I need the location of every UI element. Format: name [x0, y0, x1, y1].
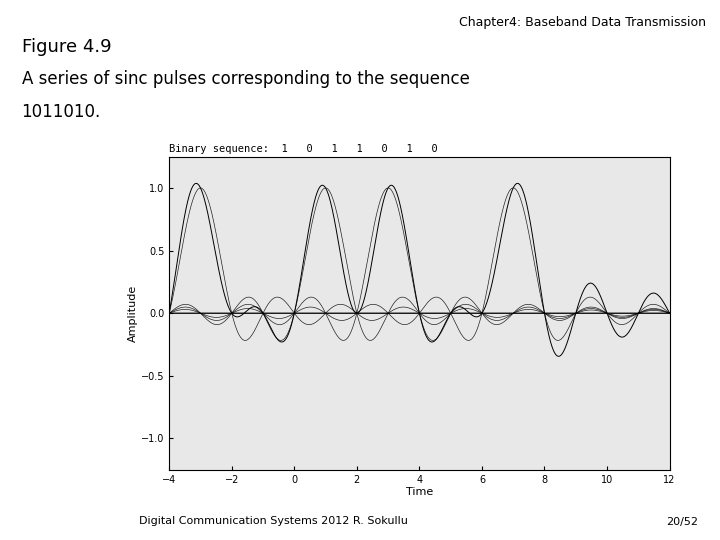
Text: Chapter4: Baseband Data Transmission: Chapter4: Baseband Data Transmission: [459, 16, 706, 29]
Text: 20/52: 20/52: [667, 516, 698, 526]
Text: A series of sinc pulses corresponding to the sequence: A series of sinc pulses corresponding to…: [22, 70, 469, 88]
Y-axis label: Amplitude: Amplitude: [128, 285, 138, 342]
Text: Digital Communication Systems 2012 R. Sokullu: Digital Communication Systems 2012 R. So…: [139, 516, 408, 526]
Text: Binary sequence:  1   0   1   1   0   1   0: Binary sequence: 1 0 1 1 0 1 0: [169, 144, 438, 154]
Text: Figure 4.9: Figure 4.9: [22, 38, 111, 56]
X-axis label: Time: Time: [406, 488, 433, 497]
Text: 1011010.: 1011010.: [22, 103, 101, 120]
